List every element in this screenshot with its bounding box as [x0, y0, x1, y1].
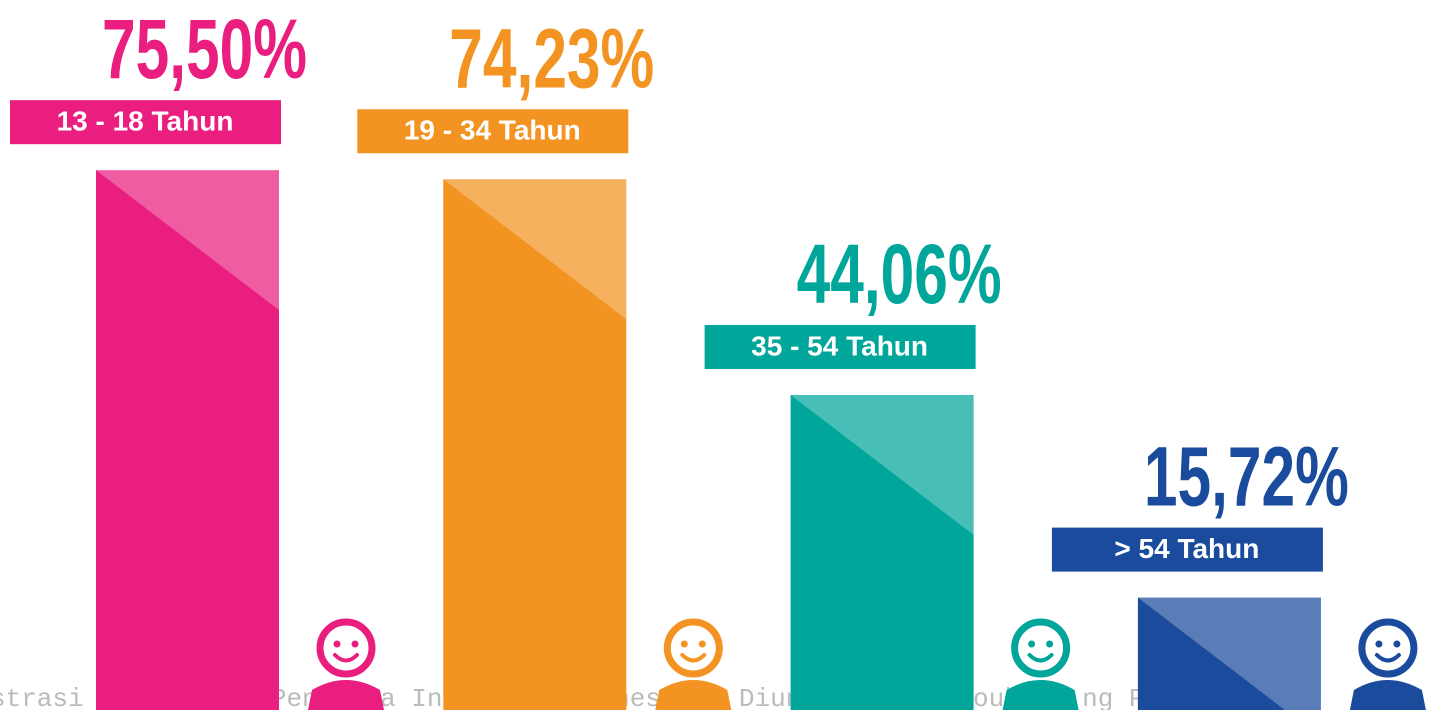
value-label: 75,50% — [102, 2, 307, 96]
icon-body — [1350, 680, 1426, 710]
icon-eye — [352, 641, 359, 648]
icon-head — [1362, 622, 1414, 674]
icon-eye — [1046, 641, 1053, 648]
icon-eye — [1028, 641, 1035, 648]
category-label: 13 - 18 Tahun — [57, 106, 234, 137]
icon-head — [1015, 622, 1067, 674]
icon-head — [320, 622, 372, 674]
value-label: 44,06% — [797, 227, 1002, 321]
icon-eye — [334, 641, 341, 648]
category-label: 19 - 34 Tahun — [404, 115, 581, 146]
value-label: 15,72% — [1144, 430, 1349, 524]
icon-eye — [699, 641, 706, 648]
icon-eye — [681, 641, 688, 648]
icon-eye — [1375, 641, 1382, 648]
icon-head — [667, 622, 719, 674]
category-label: > 54 Tahun — [1114, 533, 1259, 564]
icon-eye — [1393, 641, 1400, 648]
category-label: 35 - 54 Tahun — [751, 330, 928, 361]
chart: strasi & Perilaku Pengguna Internet Indo… — [0, 0, 1430, 710]
value-label: 74,23% — [449, 11, 654, 105]
